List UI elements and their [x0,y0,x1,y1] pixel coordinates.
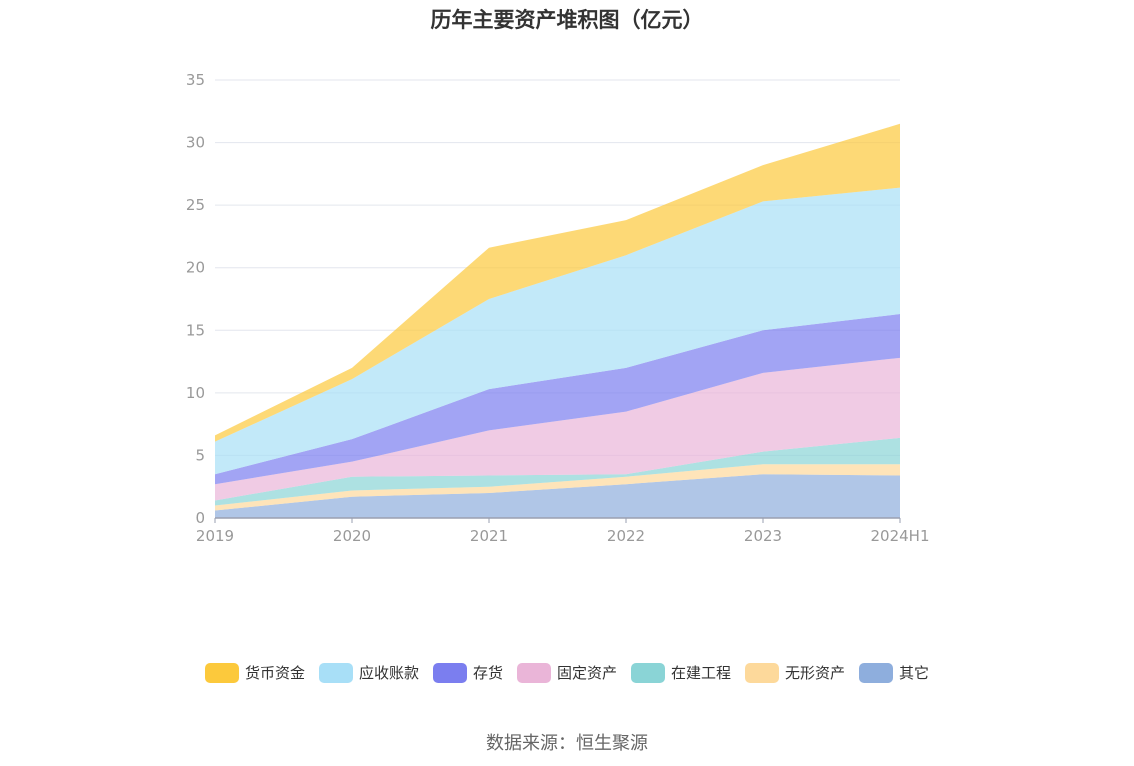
legend-item[interactable]: 应收账款 [318,662,419,683]
chart-legend: 货币资金 应收账款 存货 固定资产 在建工程 无形资产 其它 [0,662,1134,683]
x-tick-label: 2020 [333,527,371,545]
legend-swatch [432,662,467,683]
y-tick-label: 30 [186,134,205,152]
y-tick-label: 0 [195,509,205,527]
x-tick-label: 2021 [470,527,508,545]
area-series-固定资产 [215,357,900,501]
y-tick-label: 25 [186,196,205,214]
x-tick-label: 2022 [607,527,645,545]
legend-item[interactable]: 固定资产 [516,662,617,683]
legend-item[interactable]: 其它 [859,662,929,683]
y-tick-label: 20 [186,259,205,277]
area-series-应收账款 [215,187,900,475]
legend-swatch [204,662,239,683]
x-tick-label: 2019 [196,527,234,545]
y-tick-label: 5 [195,446,205,464]
legend-label: 应收账款 [358,664,419,682]
legend-label: 无形资产 [785,664,846,682]
area-series-货币资金 [215,123,900,442]
data-source-note: 数据来源：恒生聚源 [486,733,648,754]
legend-swatch [318,662,353,683]
legend-item[interactable]: 在建工程 [631,662,731,683]
area-series-无形资产 [215,464,900,511]
legend-item[interactable]: 货币资金 [204,662,305,683]
legend-label: 其它 [899,664,930,682]
legend-swatch [745,662,780,683]
legend-swatch [516,662,551,683]
legend-label: 货币资金 [244,664,305,682]
y-tick-label: 15 [186,321,205,339]
y-tick-label: 10 [186,384,205,402]
legend-swatch [631,662,665,683]
legend-swatch [859,662,894,683]
area-series-其它 [215,474,900,518]
legend-label: 在建工程 [671,664,732,682]
area-series-在建工程 [215,437,900,506]
chart-title: 历年主要资产堆积图（亿元） [430,8,704,32]
area-series-存货 [215,314,900,485]
x-tick-label: 2023 [744,527,782,545]
x-tick-label: 2024H1 [871,527,930,545]
legend-item[interactable]: 存货 [432,662,503,683]
legend-label: 存货 [472,664,503,682]
stacked-area-chart: 0 5 10 15 20 25 30 35 2019 2020 2021 2022 2023 2024H1 [186,71,930,545]
legend-item[interactable]: 无形资产 [745,662,845,683]
y-tick-label: 35 [186,71,205,89]
legend-label: 固定资产 [556,664,617,682]
